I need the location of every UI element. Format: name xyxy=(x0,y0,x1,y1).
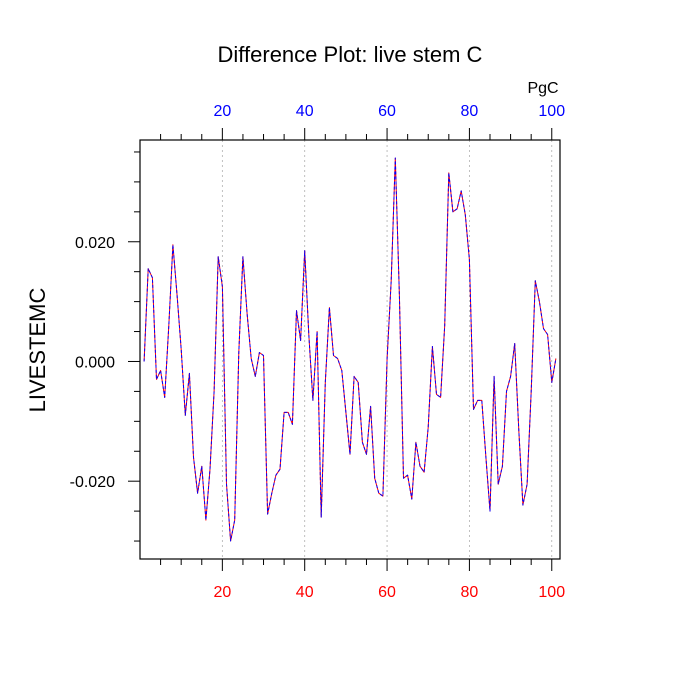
y-tick-label: 0.020 xyxy=(75,235,115,252)
x-tick-label-bottom: 40 xyxy=(296,584,314,601)
x-tick-label-top: 40 xyxy=(296,103,314,120)
plot-frame xyxy=(139,139,561,560)
x-tick-label-bottom: 80 xyxy=(461,584,479,601)
x-tick-label-top: 80 xyxy=(461,103,479,120)
series-line-blue-dashed xyxy=(143,157,557,542)
series-lines xyxy=(143,157,557,542)
grid-lines xyxy=(221,140,553,559)
chart-title: Difference Plot: live stem C xyxy=(217,42,483,67)
tick-labels: 20 20 40 40 60 60 80 80 100 100 -0.020 0.000 0.020 xyxy=(70,103,566,601)
x-tick-label-top: 60 xyxy=(378,103,396,120)
y-axis-label: LIVESTEMC xyxy=(25,288,50,413)
x-tick-label-top: 100 xyxy=(538,103,565,120)
axis-ticks xyxy=(128,128,553,571)
x-tick-label-bottom: 100 xyxy=(538,584,565,601)
y-tick-label: -0.020 xyxy=(70,474,115,491)
x-tick-label-bottom: 20 xyxy=(213,584,231,601)
x-tick-label-top: 20 xyxy=(213,103,231,120)
y-tick-label: 0.000 xyxy=(75,354,115,371)
x-tick-label-bottom: 60 xyxy=(378,584,396,601)
units-label: PgC xyxy=(527,80,559,97)
series-line-red xyxy=(143,157,557,542)
